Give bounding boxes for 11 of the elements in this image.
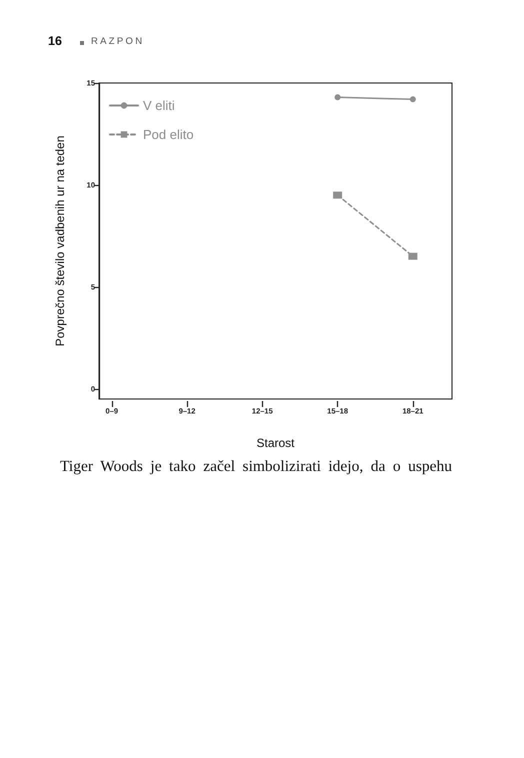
text: 16 [48, 34, 62, 49]
legend-label: Pod elito [143, 127, 194, 142]
x-axis-title: Starost [256, 436, 296, 450]
text: Tiger Woods je tako začel simbolizirati idejo, da o uspehu [60, 458, 452, 477]
point [334, 94, 341, 100]
point [410, 96, 416, 102]
point [408, 252, 418, 260]
y-axis-title: Povprečno število vadbenih ur na teden [53, 136, 67, 346]
point [333, 192, 342, 199]
text: RAZPON [91, 36, 144, 48]
legend-label: V eliti [143, 98, 175, 113]
